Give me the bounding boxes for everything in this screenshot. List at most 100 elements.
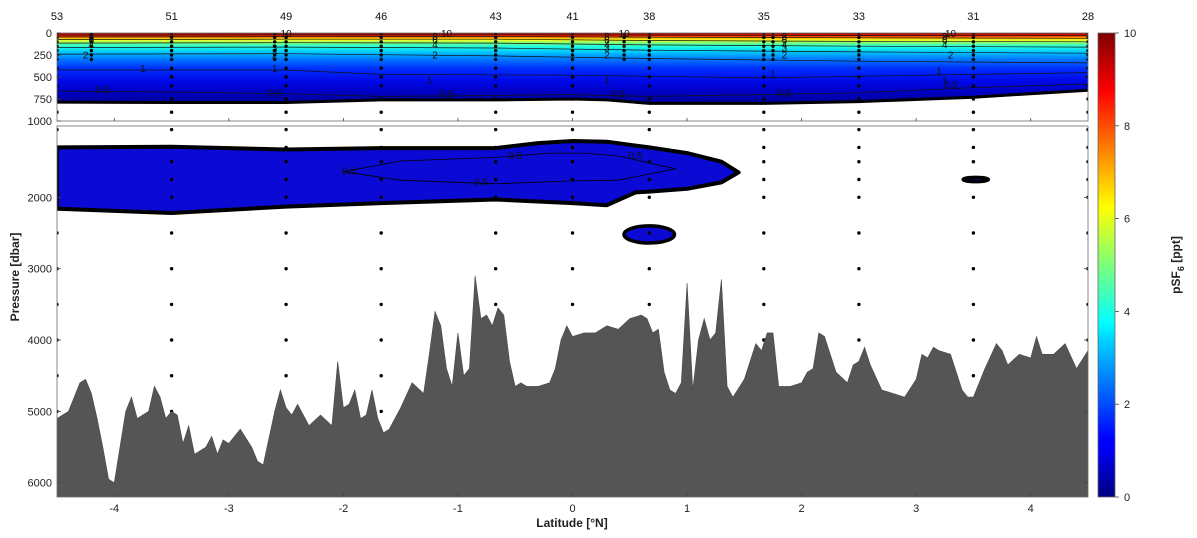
sample-dot [622,35,626,40]
sample-dot [762,177,766,182]
sample-dot [647,66,651,70]
colorbar-label-unit: [ppt] [1169,236,1183,266]
sample-dot [570,57,575,62]
sample-dot [284,127,288,132]
sample-dot [89,48,94,53]
x-tick-label: -2 [338,503,348,515]
contour-label-upper: 8 [782,32,788,43]
contour-1 [57,69,1088,79]
sample-dot [379,66,383,70]
sample-dot [857,160,861,164]
sample-dot [169,97,174,101]
x-tick-label: 3 [913,503,919,515]
y-tick-label: 3000 [28,264,52,276]
sample-dot [570,48,575,53]
contour-2 [57,53,1088,64]
sample-dot [379,177,383,182]
sample-dot [494,53,498,57]
sample-dot [379,44,383,48]
sample-dot [762,97,766,101]
sample-dot [273,33,277,35]
contour-label-upper: 3 [604,43,610,54]
sample-dot [89,33,94,35]
sample-dot [284,145,288,150]
sample-dot [857,33,861,35]
sample-dot [1086,84,1088,88]
contour-label-upper: 8 [942,32,948,43]
contour-label-upper: 4 [942,40,948,51]
x-tick-label: -4 [109,503,119,515]
sample-dot [494,127,498,132]
sample-dot [971,97,976,101]
sample-dot [89,40,94,44]
sample-dot [857,231,861,235]
contour-label-upper: 2 [432,50,438,61]
sample-dot [1086,75,1088,79]
sample-dot [1086,127,1088,132]
sample-dot [1086,35,1088,40]
lower-y-ticks: 2000 3000 4000 5000 6000 [28,192,1088,490]
sample-dot [971,195,976,199]
sample-dot [273,53,277,57]
sample-dot [169,110,174,114]
colorbar-label-subscript: 6 [1176,266,1186,271]
sample-dot [762,231,766,235]
sample-dot [971,338,976,342]
sample-dot [57,44,59,48]
sample-dot [57,160,59,164]
sample-dot [379,33,383,35]
sample-dot [169,66,174,70]
sample-dot [647,145,651,150]
sample-dot [379,53,383,57]
sample-dot [379,48,383,53]
sample-dot [1086,97,1088,101]
sample-dot [169,48,174,53]
station-label: 31 [967,11,979,23]
contour-label-upper: 6 [942,36,948,47]
sample-dot [771,57,775,62]
sample-dot [1086,53,1088,57]
sample-dot [622,33,626,35]
sample-dot [169,33,174,35]
sample-dot [622,48,626,53]
sample-dot [494,110,498,114]
sample-dot [647,231,651,235]
sample-dot [169,177,174,182]
sample-dot [57,84,59,88]
y-tick-label: 250 [34,50,52,62]
sample-dot [762,267,766,271]
sample-dot [762,302,766,307]
contour-4 [57,42,1088,48]
sample-dot [169,145,174,150]
station-label: 51 [165,11,177,23]
sample-dot [284,97,288,101]
sample-dot [57,127,59,132]
sample-dot [971,48,976,53]
sample-dot [570,231,575,235]
colorbar-tick-label: 6 [1124,214,1130,226]
contour-label-upper: 8 [604,32,610,43]
contour-label-upper: 2 [948,50,954,61]
sample-dot [494,231,498,235]
contour-label-upper: 1 [936,67,942,78]
sample-dot [1086,145,1088,150]
sample-dot [771,33,775,35]
sample-dot [971,53,976,57]
contour-label-upper: 0.5 [440,90,454,101]
sample-dot [762,160,766,164]
station-label: 49 [280,11,292,23]
y-tick-label: 4000 [28,335,52,347]
sample-dot [169,231,174,235]
sample-dot [284,66,288,70]
sample-dot [622,57,626,62]
sample-dot [494,48,498,53]
sample-dot [647,177,651,182]
sample-dot [647,110,651,114]
sample-dot [284,195,288,199]
sample-dot [570,160,575,164]
sample-dot [857,44,861,48]
sample-dot [971,160,976,164]
contour-label-upper: 2 [83,50,89,61]
